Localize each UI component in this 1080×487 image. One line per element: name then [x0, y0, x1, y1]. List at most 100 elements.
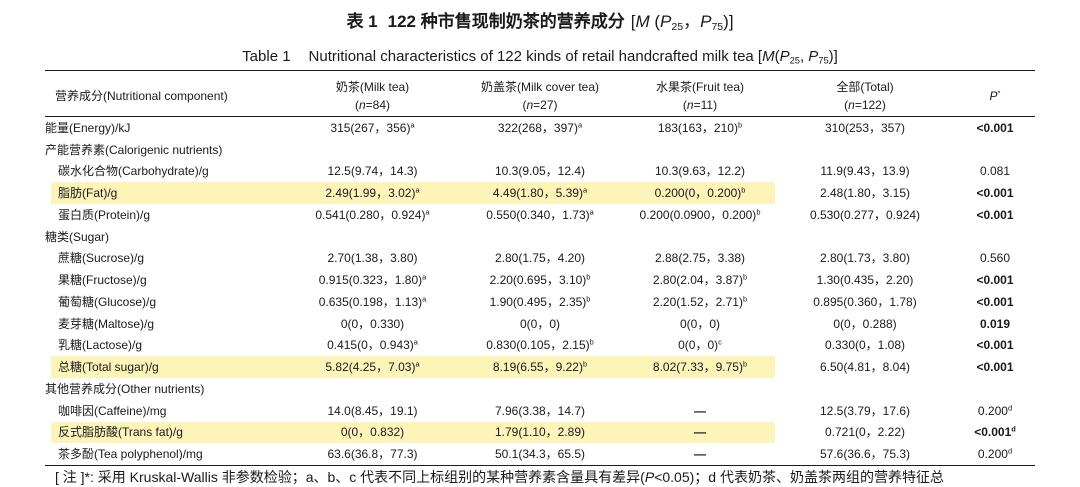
value-cell-fruit-tea: — [625, 400, 775, 422]
table-body: 能量(Energy)/kJ 315(267，356)a 322(268，397)a 1… [45, 117, 1035, 467]
cell-value: 2.20(1.52，2.71) [652, 294, 743, 309]
title-statistic-notation: [M (P25，P75)] [630, 12, 734, 33]
p-value-cell: <0.001 [955, 335, 1035, 357]
value-cell-milk-cover-tea: 1.90(0.495，2.35)b [455, 291, 625, 313]
value-cell-total: 1.30(0.435，2.20) [775, 269, 955, 291]
table-number-label-en: Table 1 [242, 48, 291, 65]
value-cell-milk-tea: 12.5(9.74，14.3) [290, 161, 455, 183]
table-row: 咖啡因(Caffeine)/mg 14.0(8.45，19.1) 7.96(3.38… [45, 400, 1035, 422]
cell-value: 0.200(0.0900，0.200) [639, 207, 757, 222]
value-cell-total: 310(253，357) [775, 117, 955, 139]
value-cell-total: 11.9(9.43，13.9) [775, 161, 955, 183]
group-superscript: a [577, 120, 583, 130]
p-value-cell: 0.560 [955, 248, 1035, 270]
cell-value: 0.200(0，0.200) [654, 186, 742, 201]
group-superscript: a [589, 207, 594, 217]
row-label: 反式脂肪酸(Trans fat)/g [45, 421, 290, 444]
title-text-segment: 75 [818, 55, 829, 66]
table-row: 蔗糖(Sucrose)/g 2.70(1.38，3.80) 2.80(1.75，4.… [45, 248, 1035, 270]
column-header-segment: n [686, 97, 694, 112]
column-header-segment: 奶茶(Milk tea) [335, 79, 410, 94]
value-cell-milk-cover-tea: 4.49(1.80，5.39)a [455, 182, 625, 204]
p-value-cell: 0.081 [955, 161, 1035, 183]
row-label: 总糖(Total sugar)/g [45, 356, 290, 378]
cell-value: 8.02(7.33，9.75) [652, 360, 743, 375]
group-superscript: a [425, 207, 430, 217]
cell-value: 310(253，357) [824, 120, 906, 135]
title-text-segment: Nutritional characteristics of 122 kinds… [308, 48, 763, 65]
column-header-milk-cover-tea: 奶盖茶(Milk cover tea) (n=27) [455, 70, 625, 117]
column-header-line: (n=122) [775, 96, 955, 114]
row-label: 果糖(Fructose)/g [58, 273, 147, 288]
cell-value: 6.50(4.81，8.04) [819, 360, 911, 375]
title-notation-segment: 75 [711, 20, 724, 33]
cell-value: 2.70(1.38，3.80) [327, 251, 418, 266]
table-row: 反式脂肪酸(Trans fat)/g 0(0，0.832) 1.79(1.10，2.… [45, 421, 1035, 444]
section-row: 其他营养成分(Other nutrients) [45, 378, 1035, 400]
table-footnote: [ 注 ]*: 采用 Kruskal-Wallis 非参数检验；a、b、c 代表… [55, 469, 1040, 485]
column-header-line: (n=84) [290, 96, 455, 114]
header-row: 营养成分(Nutritional component) 奶茶(Milk tea) (… [45, 70, 1035, 117]
column-header-segment: n [526, 97, 534, 112]
table-row: 果糖(Fructose)/g 0.915(0.323，1.80)a 2.20(0.6… [45, 269, 1035, 291]
title-text-segment: ( [774, 48, 780, 65]
value-cell-fruit-tea: 0(0，0) [625, 313, 775, 335]
row-label: 麦芽糖(Maltose)/g [58, 316, 155, 331]
column-header-segment: 营养成分(Nutritional component) [55, 88, 228, 103]
p-value: 0.560 [979, 251, 1011, 266]
value-cell-milk-tea: 63.6(36.8，77.3) [290, 443, 455, 467]
title-notation-segment: M [635, 12, 650, 31]
value-cell-total: 0.330(0，1.08) [775, 335, 955, 357]
p-value: <0.001 [976, 273, 1014, 288]
test-superscript: d [1011, 424, 1016, 434]
value-cell-fruit-tea: 183(163，210)b [625, 117, 775, 139]
p-value: 0.081 [979, 164, 1011, 179]
table-header: 营养成分(Nutritional component) 奶茶(Milk tea) (… [45, 70, 1035, 117]
value-cell-fruit-tea: — [625, 421, 775, 444]
column-header-line: 营养成分(Nutritional component) [55, 87, 290, 105]
title-notation-segment: P [700, 12, 712, 31]
value-cell-milk-cover-tea: 322(268，397)a [455, 117, 625, 139]
group-superscript: a [422, 272, 427, 282]
title-text-segment: )] [828, 48, 838, 65]
column-header-segment: * [997, 88, 1001, 98]
cell-value: 1.90(0.495，2.35) [489, 294, 587, 309]
value-cell-fruit-tea: 2.88(2.75，3.38) [625, 248, 775, 270]
value-cell-milk-tea: 0(0，0.832) [290, 421, 455, 444]
value-cell-fruit-tea: 0.200(0，0.200)b [625, 182, 775, 204]
cell-value: 183(163，210) [657, 120, 738, 135]
cell-value: 12.5(3.79，17.6) [819, 403, 911, 418]
title-text-segment: P [779, 48, 790, 65]
value-cell-milk-tea: 0.415(0，0.943)a [290, 335, 455, 357]
title-text-segment: , [799, 48, 809, 65]
p-value: <0.001 [976, 207, 1014, 222]
cell-value: 322(268，397) [497, 120, 578, 135]
cell-value: 0(0，0) [679, 316, 720, 331]
value-cell-total: 0.721(0，2.22) [775, 422, 955, 444]
test-superscript: d [1007, 446, 1013, 456]
p-value-cell: 0.200d [955, 443, 1035, 467]
cell-value: 0.635(0.198，1.13) [318, 294, 423, 309]
cell-value: 0.330(0，1.08) [824, 338, 906, 353]
column-header-segment: 水果茶(Fruit tea) [655, 79, 744, 94]
value-cell-milk-tea: 2.49(1.99，3.02)a [290, 182, 455, 204]
cell-value: 2.80(1.73，3.80) [819, 251, 911, 266]
cell-value: — [694, 425, 706, 440]
p-value-cell: 0.200d [955, 400, 1035, 422]
column-header-component: 营养成分(Nutritional component) [45, 70, 290, 117]
cell-value: 12.5(9.74，14.3) [327, 164, 418, 179]
group-superscript: a [413, 337, 418, 347]
column-header-segment: n [848, 97, 855, 112]
value-cell-milk-tea: 2.70(1.38，3.80) [290, 248, 455, 270]
column-header-milk-tea: 奶茶(Milk tea) (n=84) [290, 70, 455, 117]
cell-value: 1.30(0.435，2.20) [816, 273, 914, 288]
value-cell-total: 0.895(0.360，1.78) [775, 291, 955, 313]
p-value: <0.001 [974, 425, 1012, 440]
group-superscript: b [589, 337, 594, 347]
value-cell-milk-cover-tea: 0(0，0) [455, 313, 625, 335]
value-cell-milk-cover-tea: 2.80(1.75，4.20) [455, 248, 625, 270]
title-notation-segment: [ [630, 12, 636, 31]
column-header-line: (n=27) [455, 96, 625, 114]
cell-value: 10.3(9.05，12.4) [494, 164, 586, 179]
group-superscript: b [586, 294, 591, 304]
